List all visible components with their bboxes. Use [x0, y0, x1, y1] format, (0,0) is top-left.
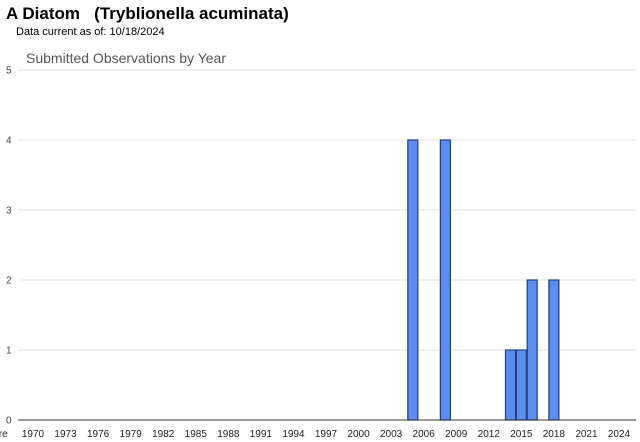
x-tick-label: 2012 — [478, 429, 501, 440]
x-tick-label: 2024 — [608, 429, 631, 440]
bar-2016 — [527, 280, 537, 420]
x-tick-label: 2015 — [510, 429, 533, 440]
x-tick-label: 1988 — [217, 429, 240, 440]
x-tick-label: 1997 — [315, 429, 338, 440]
y-axis-ticks: 0 1 2 3 4 5 — [6, 66, 12, 427]
x-tick-label: 1976 — [87, 429, 110, 440]
x-axis-ticks: pre 1970 1973 1976 1979 1982 1985 1988 1991 1994 1… — [0, 429, 631, 440]
x-tick-label: 1991 — [250, 429, 273, 440]
x-tick-label: 1973 — [54, 429, 77, 440]
y-tick-label: 3 — [6, 206, 12, 217]
bar-2005 — [408, 140, 418, 420]
x-tick-label: 1982 — [152, 429, 175, 440]
bar-2014 — [505, 350, 515, 420]
x-tick-label: 1994 — [282, 429, 305, 440]
x-tick-label: 1970 — [22, 429, 45, 440]
x-tick-label: 2003 — [380, 429, 403, 440]
x-tick-label: 2000 — [347, 429, 370, 440]
gridlines — [18, 70, 636, 350]
y-tick-label: 5 — [6, 66, 12, 77]
x-tick-label: pre — [0, 429, 8, 440]
bar-2018 — [549, 280, 559, 420]
bar-2008 — [440, 140, 450, 420]
x-tick-label: 2018 — [543, 429, 566, 440]
chart-title: Submitted Observations by Year — [26, 50, 226, 66]
bar-2015 — [516, 350, 526, 420]
y-tick-label: 4 — [6, 136, 12, 147]
x-tick-label: 2021 — [575, 429, 598, 440]
x-tick-label: 2009 — [445, 429, 468, 440]
y-tick-label: 1 — [6, 346, 12, 357]
x-tick-label: 1985 — [185, 429, 208, 440]
y-tick-label: 2 — [6, 276, 12, 287]
x-tick-label: 2006 — [413, 429, 436, 440]
y-tick-label: 0 — [6, 416, 12, 427]
x-tick-label: 1979 — [120, 429, 143, 440]
